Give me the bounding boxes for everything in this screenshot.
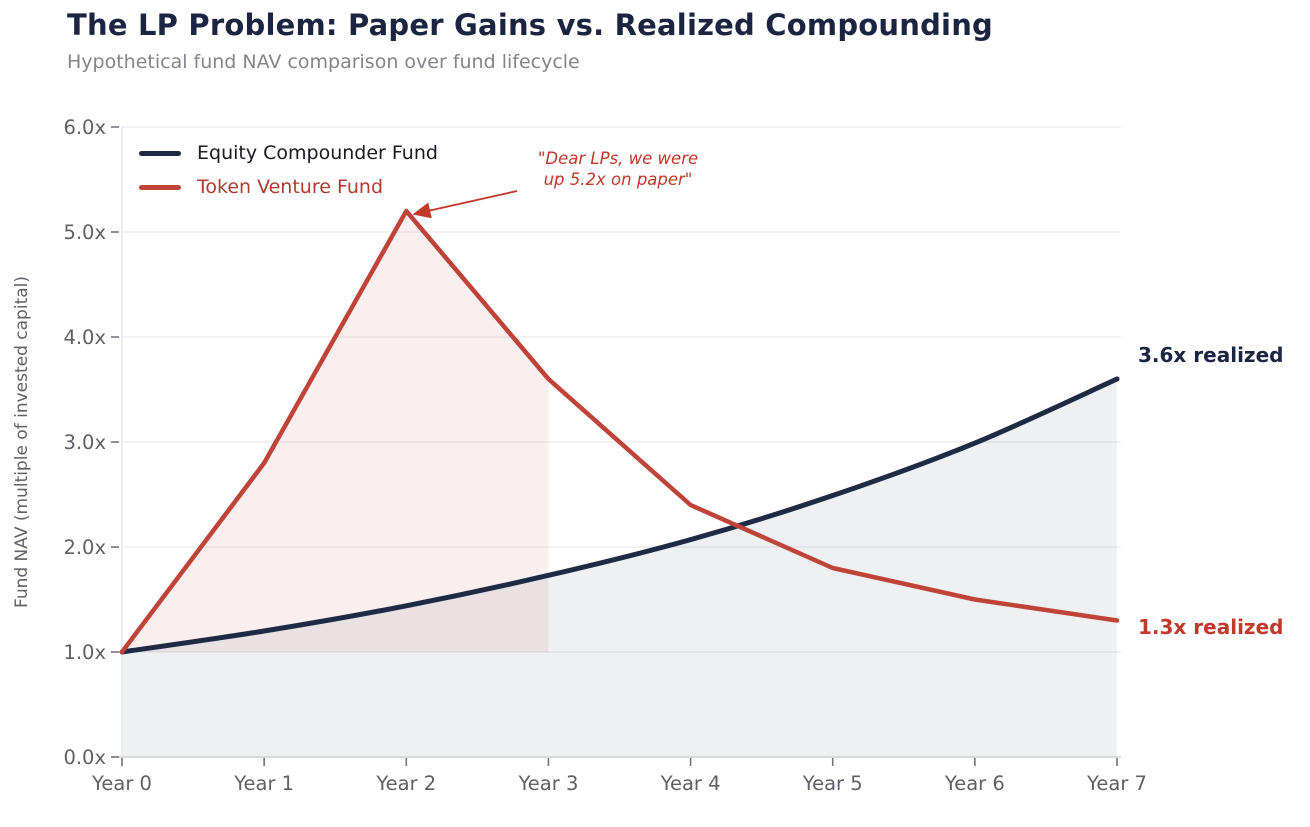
equity-line-swatch (139, 150, 181, 156)
legend-item-token: Token Venture Fund (139, 174, 438, 200)
x-tick-label-2: Year 2 (375, 772, 436, 795)
chart-subtitle: Hypothetical fund NAV comparison over fu… (67, 51, 580, 73)
y-tick-label-2: 2.0x (63, 536, 106, 559)
paper-gains-annotation: "Dear LPs, we were up 5.2x on paper" (508, 148, 728, 190)
annotation-line-2: up 5.2x on paper" (543, 170, 693, 189)
chart-title: The LP Problem: Paper Gains vs. Realized… (67, 8, 993, 42)
legend: Equity Compounder Fund Token Venture Fun… (139, 140, 438, 200)
x-tick-label-3: Year 3 (517, 772, 578, 795)
legend-label-token: Token Venture Fund (197, 176, 384, 198)
y-tick-label-3: 3.0x (63, 431, 106, 454)
annotation-arrow (412, 190, 518, 219)
equity-realized-label: 3.6x realized (1138, 343, 1284, 367)
token-realized-label: 1.3x realized (1138, 615, 1284, 639)
legend-label-equity: Equity Compounder Fund (197, 142, 438, 164)
equity-compounder-line (119, 376, 1120, 655)
token-line-swatch (139, 184, 181, 190)
y-tick-label-1: 1.0x (63, 641, 106, 664)
area-fill-equity (122, 379, 1117, 757)
x-tick-label-1: Year 1 (233, 772, 294, 795)
y-tick-label-0: 0.0x (63, 746, 106, 769)
y-tick-label-4: 4.0x (63, 326, 106, 349)
token-venture-line (119, 208, 1120, 655)
y-tick-label-6: 6.0x (63, 116, 106, 139)
y-tick-label-5: 5.0x (63, 221, 106, 244)
legend-item-equity: Equity Compounder Fund (139, 140, 438, 166)
x-tick-label-5: Year 5 (802, 772, 863, 795)
annotation-line-1: "Dear LPs, we were (537, 149, 699, 168)
x-tick-label-0: Year 0 (91, 772, 152, 795)
x-tick-label-7: Year 7 (1086, 772, 1147, 795)
y-axis-label: Fund NAV (multiple of invested capital) (12, 275, 32, 609)
x-tick-label-4: Year 4 (660, 772, 721, 795)
x-tick-label-6: Year 6 (944, 772, 1005, 795)
area-fill-token (122, 211, 549, 652)
